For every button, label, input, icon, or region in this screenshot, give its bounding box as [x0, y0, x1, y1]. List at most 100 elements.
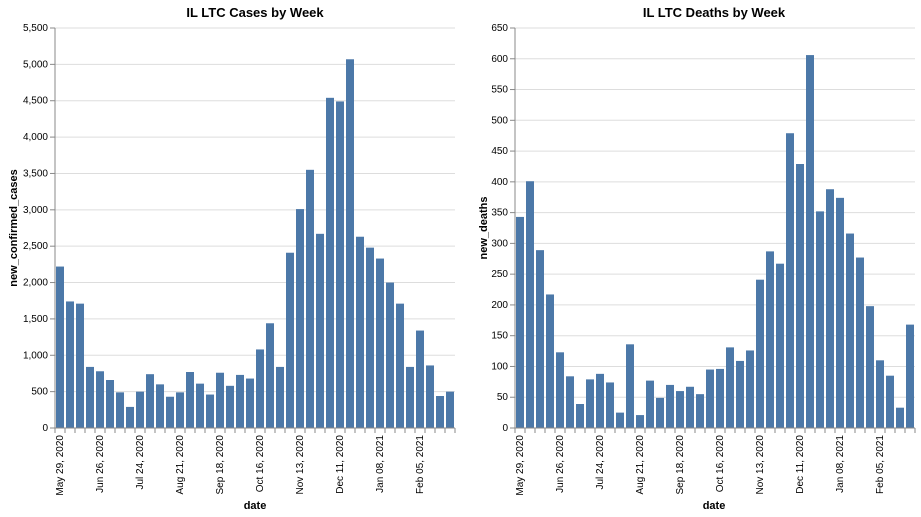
bar: 2020-06-05: 401: [526, 181, 534, 428]
bar: 2021-02-12: 85: [886, 375, 894, 428]
bar: 2021-01-22: 1710: [396, 303, 404, 428]
y-tick-label: 3,500: [23, 168, 48, 179]
x-tick-label: Jun 26, 2020: [95, 435, 106, 493]
bar: 2020-07-17: 290: [126, 406, 134, 428]
chart-title: IL LTC Cases by Week: [186, 5, 324, 20]
x-axis-title: date: [703, 500, 726, 512]
y-tick-label: 3,000: [23, 205, 48, 216]
bar: 2021-01-22: 277: [856, 257, 864, 428]
bar: 2020-06-19: 217: [546, 294, 554, 428]
x-tick-label: Aug 21, 2020: [635, 435, 646, 495]
bar: 2021-02-05: 1340: [416, 330, 424, 428]
bar: 2020-07-17: 79: [586, 379, 594, 428]
bar: 2020-11-06: 2410: [286, 252, 294, 428]
bar: 2021-02-19: 33: [896, 407, 904, 428]
x-tick-label: May 29, 2020: [515, 435, 526, 496]
y-axis-title: new_deaths: [478, 197, 490, 260]
y-tick-label: 4,000: [23, 132, 48, 143]
bar: 2021-01-29: 840: [406, 366, 414, 428]
bar: 2021-01-01: 2480: [366, 247, 374, 428]
bar: 2020-06-05: 1740: [66, 301, 74, 428]
x-tick-label: Dec 11, 2020: [335, 435, 346, 494]
bar: 2021-01-29: 198: [866, 306, 874, 428]
y-tick-label: 5,000: [23, 59, 48, 70]
y-axis-title: new_confirmed_cases: [8, 169, 20, 286]
x-tick-label: Jul 24, 2020: [135, 435, 146, 490]
y-tick-label: 650: [491, 23, 508, 34]
bar: 2020-07-10: 39: [576, 404, 584, 428]
bar: 2020-07-03: 84: [566, 376, 574, 428]
deaths-chart: IL LTC Deaths by Week date new_deaths 0 5…: [478, 5, 916, 512]
cases-chart: IL LTC Cases by Week date new_confirmed_…: [8, 5, 456, 512]
y-tick-label: 4,500: [23, 96, 48, 107]
bar: 2020-10-09: 95: [706, 369, 714, 428]
bar: 2020-08-21: 490: [176, 392, 184, 428]
bar: 2020-10-16: 96: [716, 368, 724, 428]
x-tick-label: Nov 13, 2020: [755, 435, 766, 495]
x-tick-label: Dec 11, 2020: [795, 435, 806, 494]
bar: 2020-12-11: 4490: [336, 101, 344, 428]
x-tick-label: Jun 26, 2020: [555, 435, 566, 493]
bar: 2020-11-27: 267: [776, 263, 784, 428]
y-tick-label: 450: [491, 146, 508, 157]
bar: 2020-08-14: 430: [166, 396, 174, 428]
bar: 2020-12-18: 5070: [346, 59, 354, 429]
bar: 2021-01-15: 316: [846, 233, 854, 428]
bar: 2021-01-15: 2000: [386, 282, 394, 428]
x-tick-label: Sep 18, 2020: [675, 435, 686, 495]
bar: 2020-10-09: 680: [246, 378, 254, 428]
y-tick-label: 50: [497, 392, 509, 403]
bar: 2020-10-30: 109: [736, 360, 744, 428]
y-tick-label: 2,500: [23, 241, 48, 252]
x-tick-label: May 29, 2020: [55, 435, 66, 496]
bar: 2020-09-18: 60: [676, 391, 684, 428]
bar: 2020-11-06: 126: [746, 350, 754, 428]
bar: 2020-12-18: 606: [806, 55, 814, 428]
x-tick-label: Jan 08, 2021: [835, 435, 846, 493]
bar: 2020-08-28: 77: [646, 380, 654, 428]
bar: 2021-02-19: 440: [436, 396, 444, 428]
bar: 2020-07-31: 740: [146, 374, 154, 428]
bar: 2020-11-20: 3550: [306, 169, 314, 428]
bar: 2020-10-02: 730: [236, 374, 244, 428]
y-tick-label: 500: [31, 387, 48, 398]
bar: 2020-09-18: 760: [216, 372, 224, 428]
bar: 2020-10-30: 840: [276, 366, 284, 428]
bar: 2020-05-29: 2220: [56, 266, 64, 428]
bar: 2020-09-04: 610: [196, 383, 204, 428]
bar: 2020-09-04: 49: [656, 397, 664, 428]
bar: 2020-08-14: 136: [626, 344, 634, 428]
chart-title: IL LTC Deaths by Week: [643, 5, 786, 20]
bar: 2020-11-13: 241: [756, 279, 764, 428]
bar: 2020-12-25: 352: [816, 211, 824, 428]
bar: 2020-06-12: 1710: [76, 303, 84, 428]
y-tick-label: 100: [491, 361, 508, 372]
x-axis-title: date: [244, 500, 267, 512]
bar: 2020-07-24: 500: [136, 391, 144, 428]
x-tick-label: Feb 05, 2021: [875, 435, 886, 494]
bar: 2020-11-27: 2670: [316, 233, 324, 428]
bar: 2021-02-12: 860: [426, 365, 434, 428]
bar: 2020-08-21: 21: [636, 415, 644, 428]
bar: 2020-09-25: 580: [226, 385, 234, 428]
bar: 2020-07-24: 88: [596, 373, 604, 428]
x-tick-label: Jul 24, 2020: [595, 435, 606, 490]
bar: 2020-12-04: 4540: [326, 97, 334, 428]
bar: 2021-01-01: 388: [826, 189, 834, 428]
x-tick-label: Jan 08, 2021: [375, 435, 386, 493]
bar: 2021-01-08: 374: [836, 197, 844, 428]
bar: 2020-09-11: 70: [666, 384, 674, 428]
y-tick-label: 0: [42, 423, 48, 434]
bar: 2020-07-03: 660: [106, 380, 114, 428]
y-tick-label: 0: [502, 423, 508, 434]
y-tick-label: 1,500: [23, 314, 48, 325]
bar: 2020-12-25: 2630: [356, 236, 364, 428]
bar: 2020-06-26: 780: [96, 371, 104, 428]
bar: 2020-09-25: 67: [686, 386, 694, 428]
y-tick-label: 2,000: [23, 278, 48, 289]
bar: 2020-06-26: 123: [556, 352, 564, 428]
bar: 2020-08-07: 25: [616, 412, 624, 428]
bar: 2020-07-10: 490: [116, 392, 124, 428]
x-tick-label: Oct 16, 2020: [255, 435, 266, 493]
